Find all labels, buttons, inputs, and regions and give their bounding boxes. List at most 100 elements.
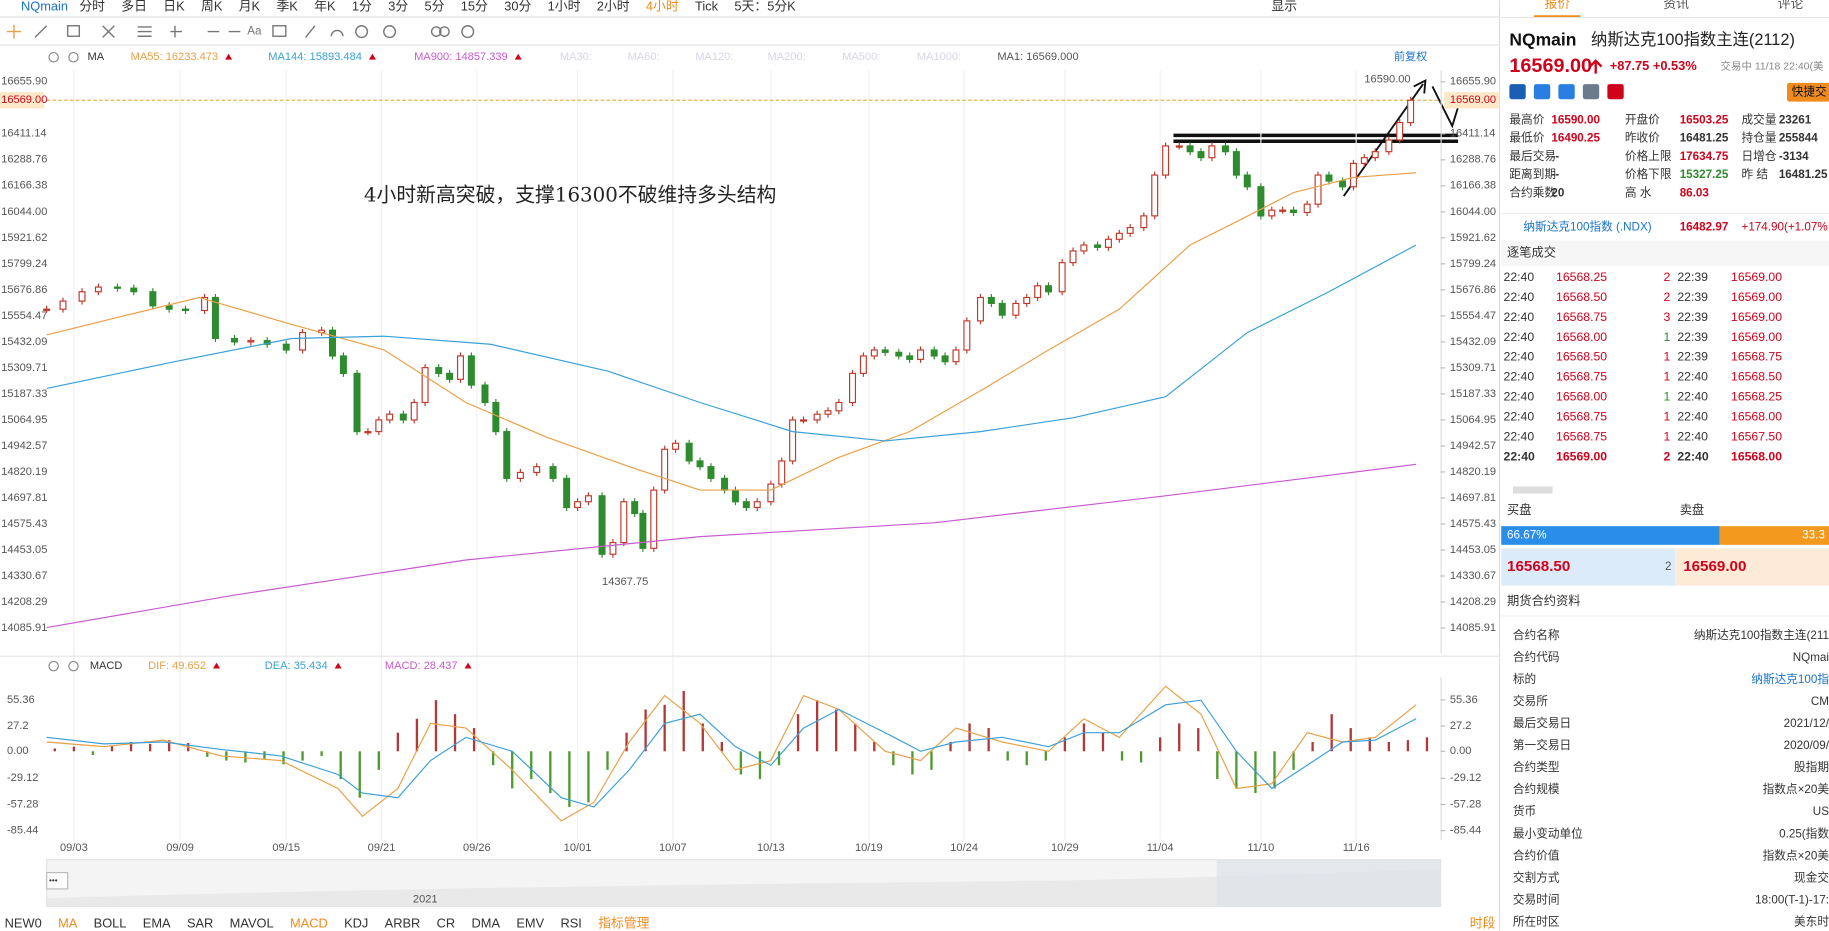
trade-time: 22:40 [1677,370,1708,384]
macd-bar [682,690,685,752]
trade-price: 16569.00 [1731,270,1782,284]
indicator-tab[interactable]: DMA [472,915,501,930]
indicator-tab[interactable]: KDJ [344,915,368,930]
legend-arrow [514,53,522,60]
close-icon[interactable] [68,660,79,672]
y-tick-label: 14820.19 [1450,466,1496,478]
macd-bar [530,751,533,780]
share-icon[interactable] [1582,84,1600,100]
period-tab[interactable]: 15分 [461,0,488,13]
period-range[interactable]: 时段 [1470,915,1496,930]
macd-bar [739,751,743,775]
navigator-window[interactable] [1216,859,1441,907]
trade-price: 16569.00 [1731,310,1782,324]
period-tab[interactable]: 5分 [424,0,444,13]
trade-time: 22:40 [1504,270,1535,284]
last-price-box [1444,92,1499,109]
macd-bar [1044,751,1047,761]
trade-time: 22:40 [1504,330,1535,344]
candle [211,296,219,340]
contract-value: US [1813,805,1829,818]
x-tick-label: 11/10 [1247,842,1274,854]
trades-title: 逐笔成交 [1507,244,1556,259]
period-tab[interactable]: Tick [695,0,719,13]
period-tab[interactable]: 周K [201,0,223,13]
macd-bar [892,751,895,766]
indicator-tab[interactable]: MAVOL [230,915,274,930]
period-tab[interactable]: 季K [276,0,298,13]
indicator-tab[interactable]: MA [58,915,78,930]
period-tab[interactable]: 年K [314,0,336,13]
macd-bar [796,714,800,752]
macd-bar [339,751,342,780]
display-menu[interactable]: 显示 [1271,0,1297,13]
settings-icon[interactable] [48,660,59,672]
contract-value: 2020/09/ [1784,739,1829,752]
indicator-tab[interactable]: EMV [516,915,544,930]
candle [895,351,903,357]
stat-value: 23261 [1779,113,1812,126]
y-tick-label: 16166.38 [1,180,47,192]
contract-title: 期货合约资料 [1507,593,1580,608]
trade-time: 22:40 [1677,430,1708,444]
candle [1045,285,1053,293]
period-tab[interactable]: 2小时 [597,0,630,13]
period-tab[interactable]: 月K [239,0,261,13]
indicator-tab[interactable]: EMA [143,915,171,930]
period-tab[interactable]: 分时 [79,0,105,13]
share-icon[interactable] [1533,84,1551,100]
indicator-tab[interactable]: NEW0 [5,915,42,930]
candle [584,495,592,503]
period-tab[interactable]: 5天：5分K [734,0,796,13]
navigator-year: 2021 [413,893,438,905]
share-icon[interactable] [1558,84,1575,100]
stat-label: 昨 结 [1742,168,1769,181]
macd-bar [720,741,724,752]
trade-time: 22:40 [1504,449,1535,463]
indicator-tab[interactable]: 指标管理 [598,915,649,930]
drawing-tools[interactable] [6,24,475,39]
period-tab[interactable]: 4小时 [646,0,679,13]
panel-tab[interactable]: 报价 [1544,0,1570,11]
indicator-tab[interactable]: MACD [290,915,328,930]
share-icon[interactable] [1607,84,1624,100]
indicator-tab[interactable]: ARBR [385,915,421,930]
period-tab[interactable]: 1分 [352,0,372,13]
period-tab[interactable]: 多日 [121,0,147,13]
candle [435,367,443,374]
stat-value: 16503.25 [1680,113,1729,126]
period-tab[interactable]: 1小时 [548,0,581,13]
candle [1407,99,1415,124]
indicator-tab[interactable]: CR [437,915,456,930]
candle [299,331,307,351]
indicator-tab[interactable]: BOLL [94,915,127,930]
macd-bar [606,751,609,770]
indicator-tab[interactable]: RSI [560,915,581,930]
indicator-tab[interactable]: SAR [187,915,213,930]
y-tick-label: 14208.29 [1,596,47,608]
close-icon[interactable] [68,51,79,63]
share-icon[interactable] [1509,84,1526,100]
adjust-label[interactable]: 前复权 [1394,49,1427,63]
period-tab[interactable]: 日K [163,0,185,13]
panel-tab[interactable]: 资讯 [1663,0,1689,11]
legend-entry-inactive: MA1000: [917,51,961,63]
period-tab[interactable]: 3分 [388,0,408,13]
y-tick-label: 15309.71 [1,362,47,374]
period-tab[interactable]: 30分 [504,0,531,13]
trade-time: 22:39 [1677,290,1708,304]
candle [598,495,606,555]
candle [941,355,949,363]
navigator-handle[interactable] [46,872,69,890]
text-tool[interactable]: Aa [247,25,262,38]
contract-key: 合约类型 [1513,760,1560,774]
legend-entry-inactive: MA200: [768,51,806,63]
candle [707,466,715,479]
trade-price: 16568.75 [1556,430,1607,444]
stat-value: 16481.25 [1779,168,1828,181]
settings-icon[interactable] [48,51,59,63]
candle [1208,145,1216,159]
panel-tab[interactable]: 评论 [1778,0,1804,11]
quick-trade-button[interactable] [1787,82,1829,102]
